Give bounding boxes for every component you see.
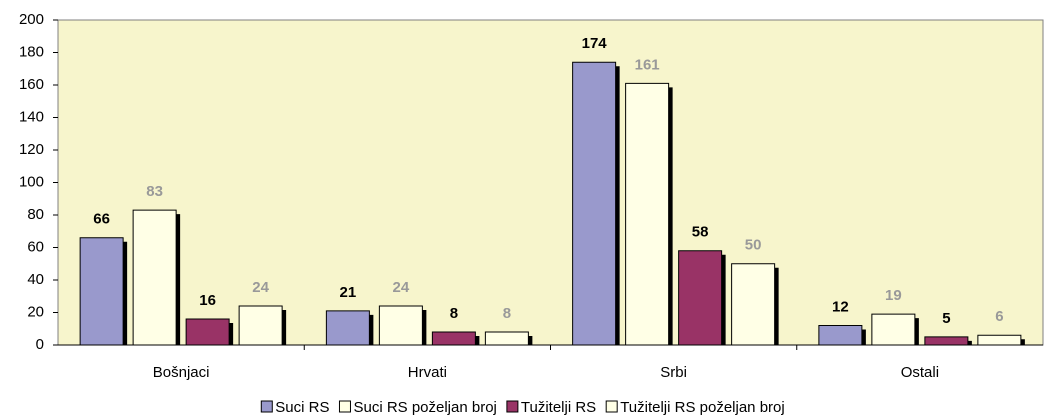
bar: [572, 61, 617, 346]
data-label: 19: [885, 287, 902, 304]
x-tick-label: Srbi: [660, 364, 687, 381]
y-tick-label: 160: [19, 76, 44, 93]
legend-swatch: [260, 400, 273, 413]
y-tick-label: 20: [27, 303, 44, 320]
y-tick-label: 120: [19, 141, 44, 158]
data-label: 174: [582, 35, 608, 52]
plot-area: [57, 19, 1044, 346]
legend-swatch: [338, 400, 351, 413]
bar: [484, 331, 529, 346]
data-label: 6: [995, 308, 1003, 325]
data-label: 50: [745, 237, 762, 254]
data-label: 24: [252, 279, 269, 296]
x-tick-label: Ostali: [901, 364, 939, 381]
bar: [625, 82, 670, 346]
x-tick-label: Hrvati: [408, 364, 447, 381]
data-label: 58: [692, 224, 709, 241]
bar: [79, 237, 124, 346]
y-tick-label: 100: [19, 173, 44, 190]
y-tick-label: 180: [19, 43, 44, 60]
y-tick-label: 60: [27, 238, 44, 255]
data-label: 16: [199, 292, 216, 309]
data-label: 83: [146, 183, 163, 200]
data-label: 161: [635, 56, 660, 73]
bar: [325, 310, 370, 346]
bar: [238, 305, 283, 346]
legend-label: Suci RS poželjan broj: [353, 399, 496, 416]
bar: [818, 325, 863, 346]
legend-label: Tužitelji RS poželjan broj: [620, 399, 785, 416]
bar: [871, 313, 916, 346]
bar: [185, 318, 230, 346]
legend-label: Tužitelji RS: [521, 399, 596, 416]
y-tick-label: 0: [36, 336, 44, 353]
bar: [678, 250, 723, 346]
legend-label: Suci RS: [275, 399, 329, 416]
bar: [378, 305, 423, 346]
data-label: 12: [832, 298, 849, 315]
data-label: 24: [393, 279, 410, 296]
data-label: 8: [503, 305, 511, 322]
bar: [132, 209, 177, 346]
legend-swatch: [605, 400, 618, 413]
data-label: 5: [942, 310, 950, 327]
data-label: 8: [450, 305, 458, 322]
bar: [731, 263, 776, 346]
y-tick-label: 80: [27, 206, 44, 223]
y-tick-label: 140: [19, 108, 44, 125]
data-label: 66: [93, 211, 110, 228]
bar: [977, 334, 1022, 346]
bar: [431, 331, 476, 346]
data-label: 21: [340, 284, 357, 301]
y-tick-label: 40: [27, 271, 44, 288]
x-tick-label: Bošnjaci: [153, 364, 210, 381]
legend-swatch: [506, 400, 519, 413]
legend: Suci RS Suci RS poželjan broj Tužitelji RS…: [260, 399, 785, 416]
y-tick-label: 200: [19, 11, 44, 28]
bar: [924, 336, 969, 346]
